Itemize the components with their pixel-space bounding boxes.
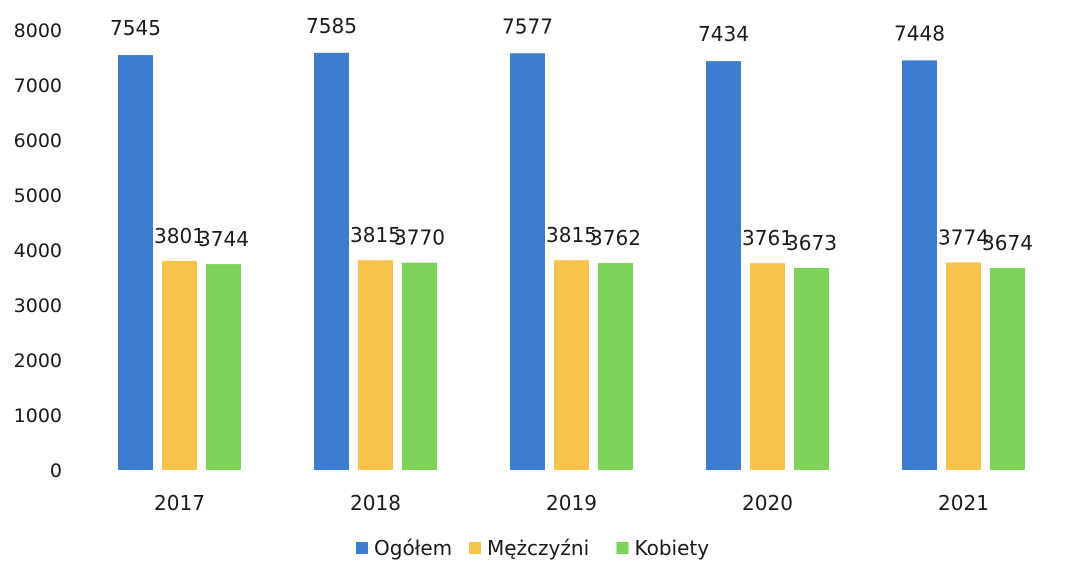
legend-label: Ogółem (374, 536, 452, 560)
bar-kobiety (794, 267, 829, 470)
data-label: 3673 (786, 231, 837, 255)
y-tick-label: 3000 (14, 295, 62, 317)
y-tick-label: 4000 (14, 240, 62, 262)
x-tick-label: 2021 (938, 491, 989, 515)
bar-mężczyźni (946, 262, 981, 470)
y-tick-label: 6000 (14, 130, 62, 152)
data-label: 7448 (894, 21, 945, 45)
bar-mężczyźni (358, 260, 393, 470)
legend-label: Mężczyźni (487, 536, 589, 560)
y-tick-label: 0 (50, 460, 62, 482)
y-tick-label: 2000 (14, 350, 62, 372)
legend-label: Kobiety (635, 536, 710, 560)
y-tick-label: 8000 (14, 20, 62, 42)
bar-kobiety (402, 262, 437, 470)
bar-ogółem (314, 52, 349, 470)
y-tick-label: 1000 (14, 405, 62, 427)
x-axis: 2017 2018 2019 2020 2021 (154, 491, 989, 515)
data-label: 3801 (154, 224, 205, 248)
data-label: 3815 (546, 223, 597, 247)
legend-swatch (356, 542, 368, 554)
bar-kobiety (598, 263, 633, 470)
bars-group (118, 52, 1025, 471)
data-label: 7577 (502, 14, 553, 38)
x-tick-label: 2020 (742, 491, 793, 515)
data-label: 3815 (350, 223, 401, 247)
y-axis: 0 1000 2000 3000 4000 5000 6000 7000 8000 (14, 20, 62, 482)
bar-kobiety (206, 264, 241, 470)
bar-mężczyźni (554, 260, 589, 470)
data-label: 3744 (198, 227, 249, 251)
data-label: 3674 (982, 231, 1033, 255)
data-label: 3761 (742, 226, 793, 250)
data-labels-group: 7545380137447585381537707577381537627434… (110, 14, 1033, 255)
data-label: 3774 (938, 225, 989, 249)
legend: Ogółem Mężczyźni Kobiety (356, 536, 709, 560)
bar-ogółem (902, 60, 937, 471)
bar-kobiety (990, 267, 1025, 470)
x-tick-label: 2018 (350, 491, 401, 515)
legend-swatch (469, 542, 481, 554)
data-label: 7585 (306, 14, 357, 38)
x-tick-label: 2019 (546, 491, 597, 515)
bar-ogółem (706, 61, 741, 470)
y-tick-label: 7000 (14, 75, 62, 97)
bar-mężczyźni (162, 260, 197, 470)
data-label: 7434 (698, 22, 749, 46)
bar-ogółem (510, 53, 545, 470)
bar-ogółem (118, 55, 153, 471)
data-label: 7545 (110, 16, 161, 40)
y-tick-label: 5000 (14, 185, 62, 207)
legend-swatch (616, 542, 629, 554)
data-label: 3762 (590, 226, 641, 250)
bar-mężczyźni (750, 263, 785, 470)
x-tick-label: 2017 (154, 491, 205, 515)
data-label: 3770 (394, 226, 445, 250)
